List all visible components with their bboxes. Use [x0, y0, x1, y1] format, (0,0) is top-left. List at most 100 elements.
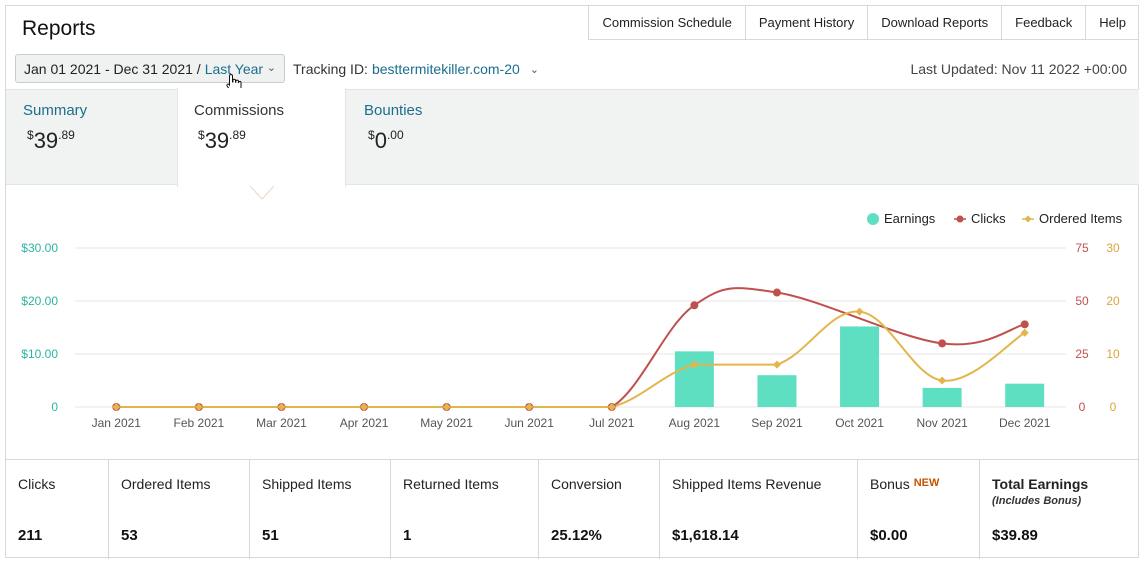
tab-bounties-label: Bounties [364, 102, 423, 119]
download-reports-button[interactable]: Download Reports [867, 6, 1001, 39]
stats-bar: Clicks 211 Ordered Items 53 Shipped Item… [6, 459, 1139, 559]
date-preset-link[interactable]: Last Year [204, 60, 264, 77]
new-badge: NEW [913, 477, 940, 489]
stat-label: Total Earnings [992, 476, 1089, 492]
ordered-items-line [116, 310, 1026, 408]
help-button[interactable]: Help [1085, 6, 1139, 39]
y-left-tick-label: $10.00 [21, 347, 58, 361]
tab-commissions[interactable]: Commissions $39.89 [177, 88, 346, 187]
legend-clicks: Clicks [971, 211, 1006, 226]
top-nav: Commission Schedule Payment History Down… [588, 6, 1139, 40]
ordered-items-point [938, 376, 947, 385]
stat-conversion: Conversion 25.12% [538, 460, 659, 559]
legend-ordered-items: Ordered Items [1039, 211, 1123, 226]
ordered-items-point [607, 403, 616, 411]
stat-value: 53 [121, 527, 138, 544]
legend-ordered-items-swatch [1024, 215, 1032, 223]
stat-label: Bonus NEW [870, 476, 940, 492]
legend-earnings: Earnings [884, 211, 936, 226]
stat-returned-items: Returned Items 1 [390, 460, 538, 559]
stat-note: (Includes Bonus) [992, 495, 1082, 507]
chevron-down-icon: ⌄ [529, 63, 539, 76]
stat-value: 1 [403, 527, 412, 544]
x-tick-label: Jul 2021 [589, 416, 635, 430]
y-left-tick-label: $20.00 [21, 294, 58, 308]
stat-ordered-items: Ordered Items 53 [108, 460, 249, 559]
stat-total-earnings: Total Earnings (Includes Bonus) $39.89 [979, 460, 1139, 559]
earnings-bar [674, 351, 714, 407]
earnings-bar [922, 387, 962, 407]
tracking-id-dropdown[interactable]: besttermitekiller.com-20 [371, 61, 520, 77]
tab-summary-value: $39.89 [27, 128, 75, 153]
legend-clicks-swatch [956, 215, 964, 223]
ordered-items-point [277, 403, 286, 411]
stat-label: Returned Items [403, 476, 499, 492]
earnings-bar [840, 326, 880, 407]
x-tick-label: Oct 2021 [835, 416, 884, 430]
date-range-text: Jan 01 2021 - Dec 31 2021 / [24, 60, 201, 77]
stat-value: $1,618.14 [672, 527, 739, 544]
y-right-items-tick-label: 30 [1106, 241, 1120, 255]
stat-shipped-items: Shipped Items 51 [249, 460, 390, 559]
y-right-items-tick-label: 0 [1110, 400, 1117, 414]
y-right-items-tick-label: 20 [1106, 294, 1120, 308]
summary-tabs: Summary $39.89 Commissions $39.89 Bounti… [6, 88, 1139, 187]
payment-history-button[interactable]: Payment History [744, 6, 867, 39]
tracking-id: Tracking ID: besttermitekiller.com-20 ⌄ [293, 61, 539, 77]
y-left-tick-label: 0 [51, 400, 58, 414]
stat-label: Ordered Items [121, 476, 211, 492]
x-tick-label: Aug 2021 [669, 416, 721, 430]
clicks-line [116, 287, 1025, 408]
page-title: Reports [22, 17, 96, 40]
x-tick-label: Jan 2021 [92, 416, 142, 430]
tab-summary-label: Summary [23, 102, 88, 119]
stat-value: 51 [262, 527, 279, 544]
stat-clicks: Clicks 211 [6, 460, 108, 559]
stat-value: 211 [18, 527, 43, 544]
tab-bounties-value: $0.00 [368, 128, 404, 153]
stat-label: Conversion [551, 476, 622, 492]
last-updated: Last Updated: Nov 11 2022 +00:00 [910, 61, 1127, 77]
stat-value: $39.89 [992, 527, 1038, 544]
x-tick-label: May 2021 [420, 416, 473, 430]
ordered-items-point [112, 403, 121, 411]
clicks-point [772, 288, 781, 297]
legend-earnings-swatch [867, 213, 879, 225]
feedback-button[interactable]: Feedback [1001, 6, 1085, 39]
ordered-items-point [525, 403, 534, 411]
tab-commissions-label: Commissions [194, 102, 285, 119]
stat-value: 25.12% [551, 527, 602, 544]
ordered-items-point [442, 403, 451, 411]
x-tick-label: Dec 2021 [999, 416, 1051, 430]
tracking-label: Tracking ID: [293, 61, 368, 77]
stat-label: Shipped Items [262, 476, 352, 492]
earnings-chart: 0 $10.00 $20.00 $30.00 0 25 50 75 0 10 20 30 Jan 202… [21, 211, 1123, 430]
earnings-bar [1005, 383, 1045, 407]
ordered-items-point [194, 403, 203, 411]
active-tab-pointer [250, 186, 274, 200]
ordered-items-point [360, 403, 369, 411]
stat-shipped-revenue: Shipped Items Revenue $1,618.14 [659, 460, 857, 559]
y-right-clicks-tick-label: 0 [1079, 400, 1086, 414]
stat-value: $0.00 [870, 527, 908, 544]
clicks-point [1020, 320, 1029, 329]
ordered-items-point [772, 360, 781, 369]
ordered-items-point [855, 307, 864, 316]
earnings-bar [757, 375, 797, 407]
tab-commissions-value: $39.89 [198, 128, 246, 153]
ordered-items-point [1020, 328, 1029, 337]
x-tick-label: Jun 2021 [505, 416, 555, 430]
commission-schedule-button[interactable]: Commission Schedule [602, 15, 732, 30]
clicks-point [690, 301, 699, 310]
date-range-dropdown[interactable]: Jan 01 2021 - Dec 31 2021 / Last Year ⌄ [15, 54, 285, 83]
y-right-clicks-tick-label: 75 [1075, 241, 1089, 255]
x-tick-label: Mar 2021 [256, 416, 307, 430]
x-tick-label: Feb 2021 [174, 416, 225, 430]
chevron-down-icon: ⌄ [266, 62, 276, 74]
clicks-point [938, 339, 947, 348]
y-right-clicks-tick-label: 25 [1075, 347, 1089, 361]
x-tick-label: Apr 2021 [340, 416, 389, 430]
ordered-items-point [690, 360, 699, 369]
y-left-tick-label: $30.00 [21, 241, 58, 255]
y-right-items-tick-label: 10 [1106, 347, 1120, 361]
